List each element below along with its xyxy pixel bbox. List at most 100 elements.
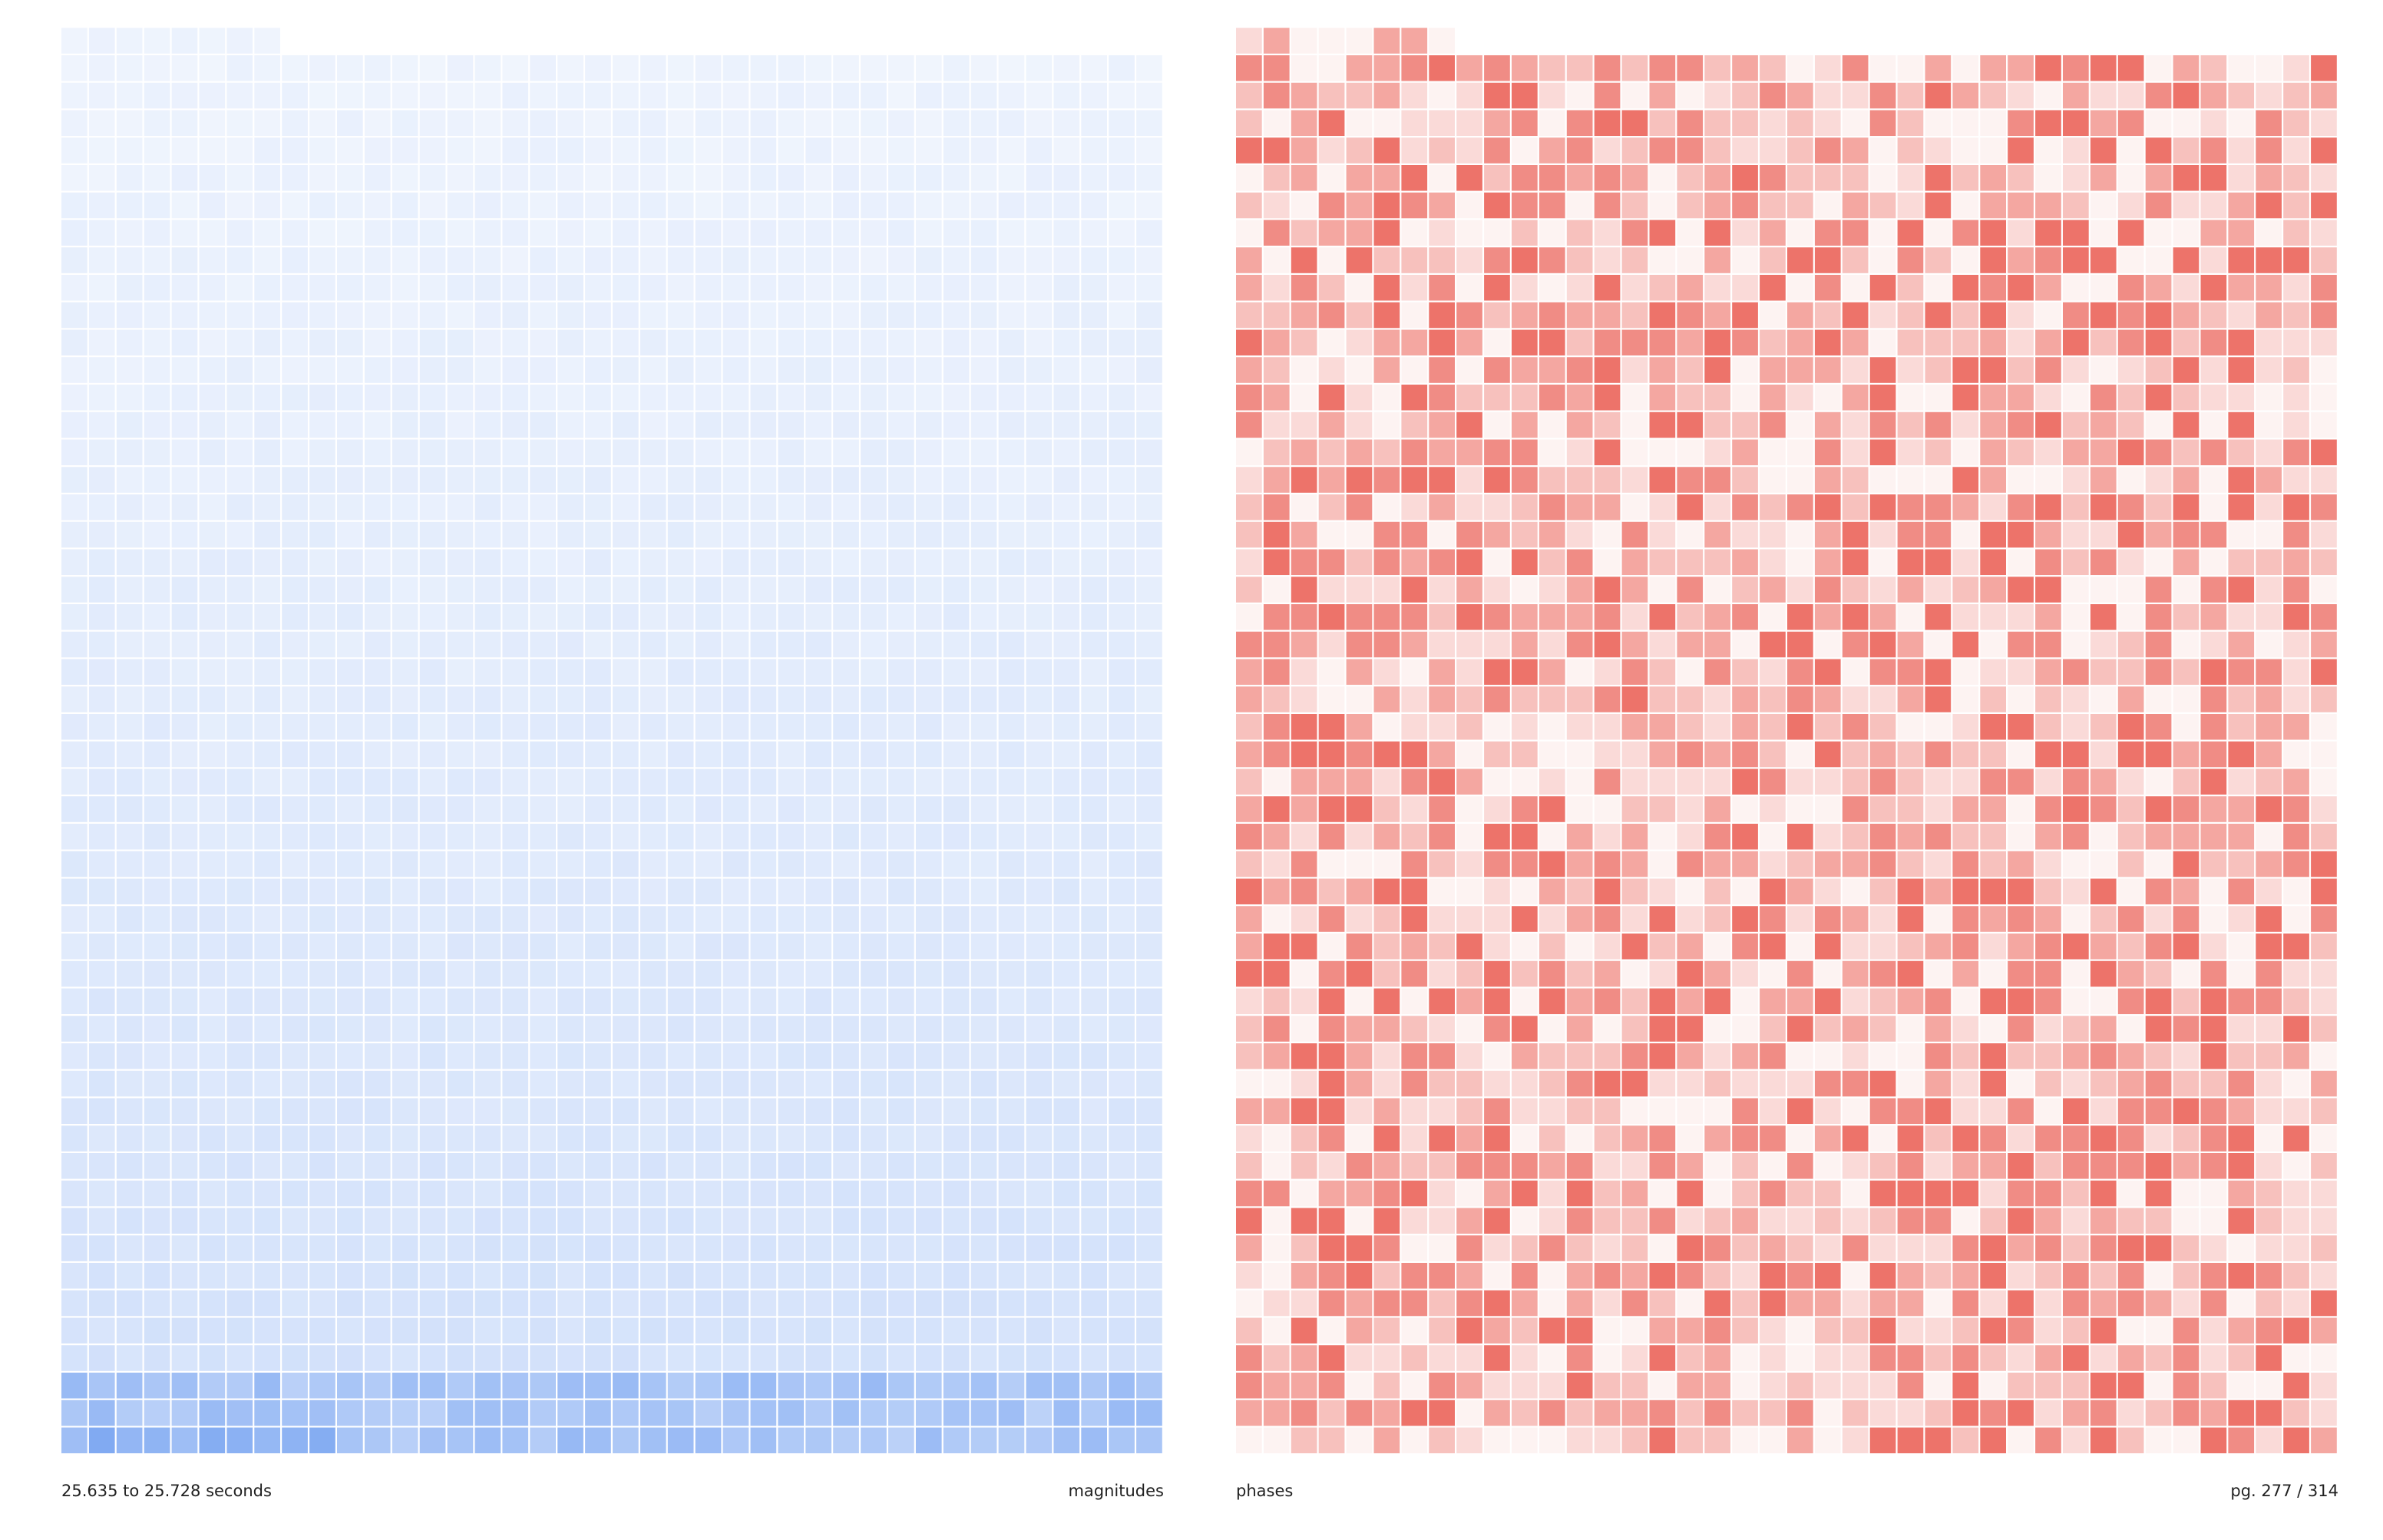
heatmap-cell [1484, 1043, 1510, 1069]
heatmap-cell [199, 385, 226, 411]
heatmap-cell [309, 604, 335, 630]
heatmap-cell [861, 960, 887, 987]
heatmap-cell [1263, 1125, 1290, 1152]
heatmap-cell [722, 851, 749, 877]
heatmap-cell [1053, 1153, 1080, 1179]
heatmap-cell [970, 1016, 997, 1042]
heatmap-cell [2117, 494, 2144, 520]
heatmap-cell [1566, 1153, 1593, 1179]
heatmap-cell [337, 494, 363, 520]
heatmap-cell [1649, 577, 1676, 603]
heatmap-cell [1236, 1016, 1262, 1042]
heatmap-cell [392, 659, 418, 686]
heatmap-cell [1869, 275, 1896, 301]
heatmap-cell [1732, 960, 1758, 987]
heatmap-cell [640, 768, 666, 795]
heatmap-cell [1594, 1153, 1621, 1179]
heatmap-cell [1081, 1400, 1107, 1426]
heatmap-cell [282, 82, 308, 109]
heatmap-cell [447, 329, 474, 356]
heatmap-cell [2090, 1016, 2117, 1042]
heatmap-cell [474, 165, 501, 191]
heatmap-cell [392, 467, 418, 493]
heatmap-cell [1026, 851, 1053, 877]
heatmap-cell [2228, 1317, 2255, 1344]
heatmap-cell [1621, 577, 1648, 603]
heatmap-cell [419, 1070, 446, 1097]
heatmap-cell [750, 329, 777, 356]
heatmap-cell [1677, 1016, 1704, 1042]
heatmap-cell [970, 1427, 997, 1454]
heatmap-cell [640, 467, 666, 493]
heatmap-cell [1677, 329, 1704, 356]
heatmap-cell [254, 768, 280, 795]
heatmap-cell [943, 960, 970, 987]
heatmap-cell [888, 824, 914, 850]
heatmap-cell [722, 1180, 749, 1207]
heatmap-cell [1621, 1317, 1648, 1344]
heatmap-cell [1318, 741, 1345, 768]
heatmap-cell [1401, 55, 1428, 81]
heatmap-cell [2063, 357, 2089, 383]
heatmap-cell [861, 357, 887, 383]
heatmap-cell [915, 686, 942, 712]
heatmap-cell [640, 1098, 666, 1125]
heatmap-cell [1484, 1427, 1510, 1454]
heatmap-cell [1787, 329, 1813, 356]
heatmap-cell [282, 165, 308, 191]
heatmap-cell [1053, 137, 1080, 164]
heatmap-cell [833, 357, 859, 383]
heatmap-cell [833, 768, 859, 795]
heatmap-cell [419, 521, 446, 548]
heatmap-cell [226, 55, 253, 81]
heatmap-cell [144, 220, 170, 246]
heatmap-cell [695, 934, 722, 960]
heatmap-cell [2090, 1400, 2117, 1426]
heatmap-cell [1677, 1373, 1704, 1399]
heatmap-cell [585, 741, 611, 768]
heatmap-cell [861, 439, 887, 466]
heatmap-cell [1263, 220, 1290, 246]
heatmap-cell [61, 302, 88, 329]
heatmap-cell [1980, 55, 2006, 81]
heatmap-cell [1318, 220, 1345, 246]
heatmap-cell [1373, 1373, 1400, 1399]
heatmap-cell [613, 906, 639, 932]
heatmap-cell [998, 275, 1025, 301]
heatmap-cell [750, 1317, 777, 1344]
heatmap-cell [1952, 329, 1979, 356]
heatmap-cell [833, 411, 859, 438]
heatmap-cell [2035, 1208, 2061, 1234]
heatmap-cell [309, 1235, 335, 1261]
heatmap-cell [1484, 1263, 1510, 1289]
heatmap-cell [2283, 960, 2309, 987]
heatmap-cell [88, 1427, 115, 1454]
heatmap-cell [805, 220, 831, 246]
heatmap-cell [585, 411, 611, 438]
heatmap-cell [1649, 385, 1676, 411]
heatmap-cell [943, 137, 970, 164]
heatmap-cell [2311, 1400, 2337, 1426]
heatmap-cell [1897, 82, 1924, 109]
heatmap-cell [1318, 1317, 1345, 1344]
heatmap-cell [1291, 906, 1317, 932]
heatmap-cell [1136, 357, 1162, 383]
heatmap-cell [1373, 631, 1400, 658]
heatmap-cell [1373, 110, 1400, 137]
heatmap-cell [557, 110, 583, 137]
heatmap-cell [2117, 1427, 2144, 1454]
heatmap-cell [805, 960, 831, 987]
heatmap-cell [943, 357, 970, 383]
heatmap-cell [1952, 1345, 1979, 1371]
heatmap-cell [667, 1016, 694, 1042]
heatmap-cell [1109, 247, 1135, 273]
heatmap-cell [805, 1153, 831, 1179]
heatmap-cell [116, 577, 143, 603]
heatmap-cell [171, 1427, 198, 1454]
heatmap-cell [1925, 1263, 1952, 1289]
heatmap-cell [1081, 714, 1107, 740]
heatmap-cell [1897, 686, 1924, 712]
heatmap-cell [1109, 1043, 1135, 1069]
heatmap-cell [970, 110, 997, 137]
heatmap-cell [1621, 302, 1648, 329]
